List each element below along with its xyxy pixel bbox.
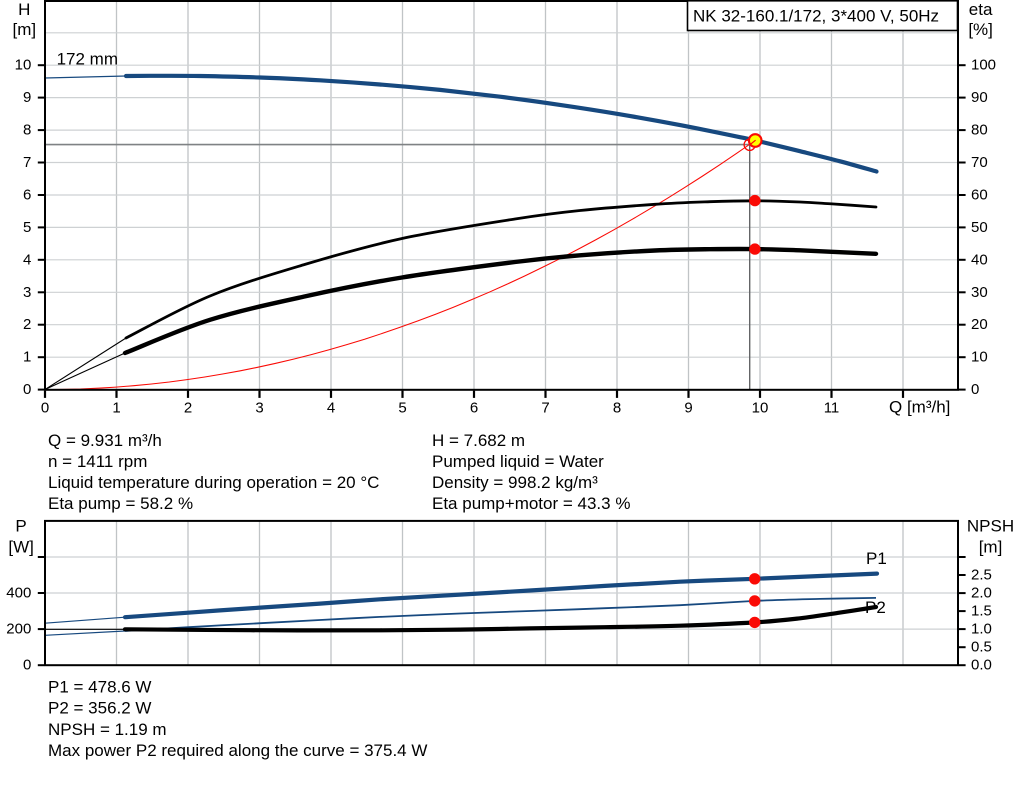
svg-text:3: 3 [255,399,263,416]
svg-text:0: 0 [971,381,979,398]
svg-text:9: 9 [23,89,31,106]
svg-text:0: 0 [41,399,49,416]
svg-text:11: 11 [824,399,840,416]
svg-text:1.5: 1.5 [971,603,992,620]
svg-text:2.0: 2.0 [971,585,992,602]
svg-text:n = 1411 rpm: n = 1411 rpm [48,452,147,471]
svg-text:Q [m³/h]: Q [m³/h] [889,397,950,416]
svg-text:1: 1 [23,349,31,366]
svg-text:3: 3 [23,284,31,301]
svg-text:Density = 998.2 kg/m³: Density = 998.2 kg/m³ [432,473,598,492]
svg-text:2: 2 [184,399,192,416]
svg-text:60: 60 [971,187,988,204]
svg-text:90: 90 [971,89,988,106]
svg-text:10: 10 [971,349,988,366]
svg-text:Eta pump+motor = 43.3 %: Eta pump+motor = 43.3 % [432,494,630,513]
svg-text:100: 100 [971,57,996,74]
svg-text:eta: eta [969,0,993,19]
svg-text:0: 0 [23,657,31,674]
svg-text:6: 6 [23,187,31,204]
svg-text:0.0: 0.0 [971,657,992,674]
svg-text:[%]: [%] [968,20,993,39]
svg-text:H = 7.682 m: H = 7.682 m [432,431,525,450]
svg-text:P2: P2 [865,598,886,617]
svg-text:NPSH = 1.19 m: NPSH = 1.19 m [48,720,167,739]
svg-text:P1: P1 [866,549,887,568]
svg-text:7: 7 [23,154,31,171]
svg-text:5: 5 [398,399,406,416]
svg-text:[m]: [m] [12,20,36,39]
svg-text:20: 20 [971,316,988,333]
svg-text:1.0: 1.0 [971,621,992,638]
svg-text:2: 2 [23,316,31,333]
svg-text:1: 1 [112,399,120,416]
svg-text:Liquid temperature during oper: Liquid temperature during operation = 20… [48,473,379,492]
svg-text:9: 9 [684,399,692,416]
svg-text:10: 10 [752,399,769,416]
svg-text:P: P [15,517,26,536]
svg-text:200: 200 [6,621,31,638]
svg-text:NPSH: NPSH [967,517,1014,536]
svg-text:H: H [18,0,30,19]
svg-text:400: 400 [6,585,31,602]
svg-text:P1 = 478.6 W: P1 = 478.6 W [48,678,151,697]
svg-text:4: 4 [327,399,335,416]
svg-text:Eta pump = 58.2 %: Eta pump = 58.2 % [48,494,193,513]
svg-text:[W]: [W] [8,538,34,557]
svg-text:30: 30 [971,284,988,301]
svg-text:Q = 9.931 m³/h: Q = 9.931 m³/h [48,431,162,450]
svg-text:P2 = 356.2 W: P2 = 356.2 W [48,699,151,718]
svg-text:NK 32-160.1/172, 3*400 V, 50Hz: NK 32-160.1/172, 3*400 V, 50Hz [693,6,939,25]
svg-text:8: 8 [23,122,31,139]
svg-text:10: 10 [15,57,32,74]
svg-text:6: 6 [470,399,478,416]
svg-text:172 mm: 172 mm [57,50,118,69]
svg-text:40: 40 [971,251,988,268]
svg-text:4: 4 [23,251,31,268]
svg-text:70: 70 [971,154,988,171]
svg-text:0.5: 0.5 [971,639,992,656]
svg-text:8: 8 [613,399,621,416]
svg-text:50: 50 [971,219,988,236]
svg-text:2.5: 2.5 [971,567,992,584]
svg-text:[m]: [m] [979,538,1003,557]
svg-text:80: 80 [971,122,988,139]
svg-text:7: 7 [541,399,549,416]
svg-text:Max power P2 required along th: Max power P2 required along the curve = … [48,741,427,760]
svg-text:5: 5 [23,219,31,236]
svg-text:0: 0 [23,381,31,398]
svg-text:Pumped liquid = Water: Pumped liquid = Water [432,452,604,471]
